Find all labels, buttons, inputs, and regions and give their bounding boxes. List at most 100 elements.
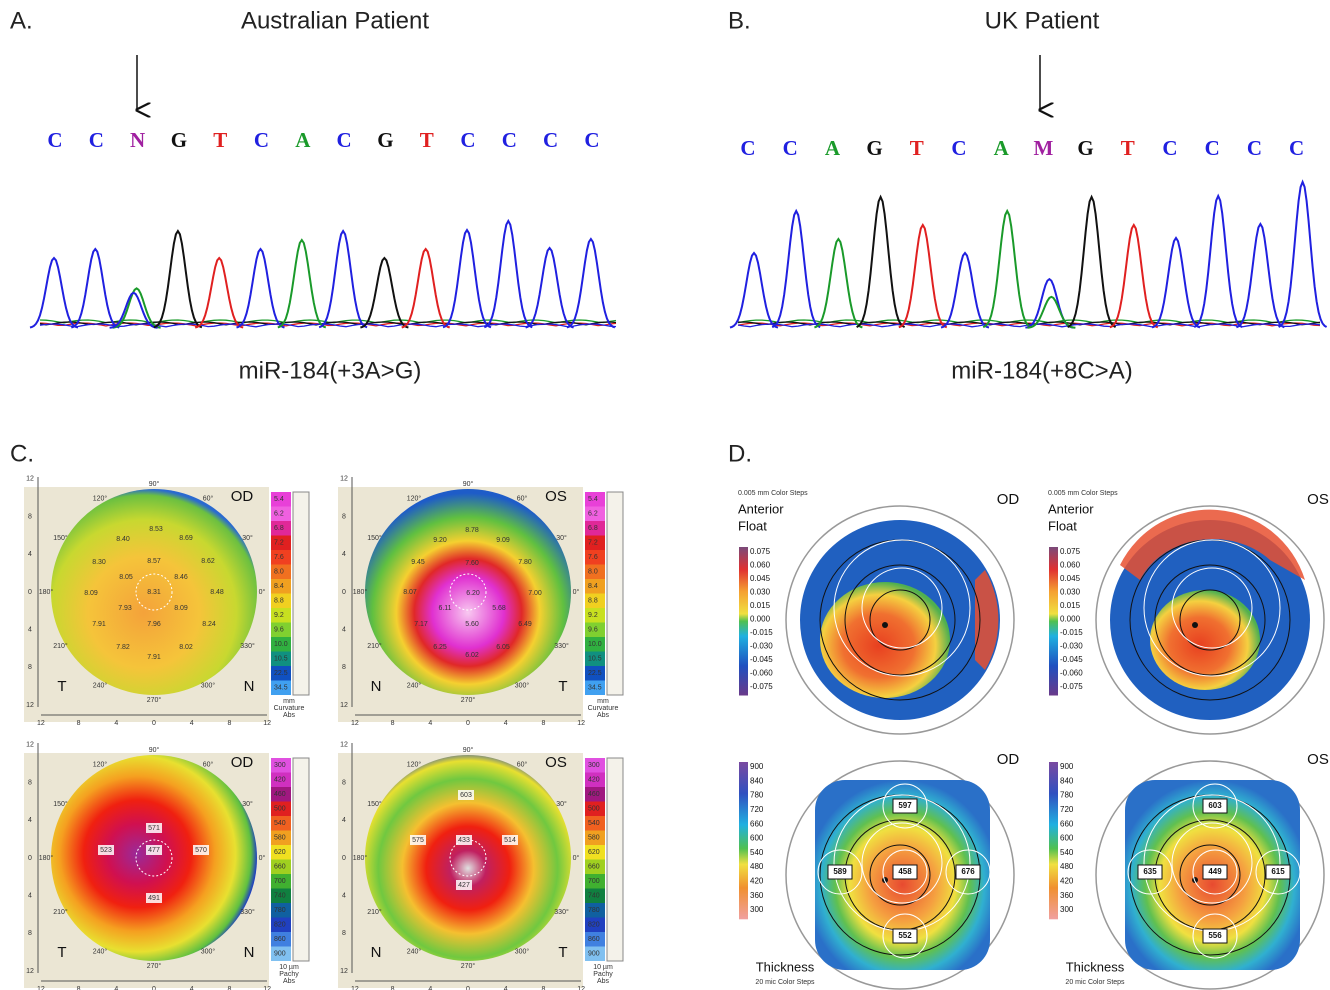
map-value: 603: [1208, 801, 1222, 810]
side-label: N: [371, 678, 382, 695]
scale-unit: Abs: [283, 712, 296, 719]
scale-label: 900: [750, 762, 764, 771]
scale-label: 420: [750, 877, 764, 886]
peak: [237, 249, 285, 328]
map-value: 7.91: [92, 621, 106, 628]
scale-label: 300: [750, 905, 764, 914]
map-value: 556: [1208, 931, 1222, 940]
map-value: 615: [1271, 867, 1285, 876]
map-value: 491: [148, 895, 160, 902]
base-call: A: [295, 128, 311, 152]
scale-label: 500: [588, 805, 600, 812]
degree-label: 60°: [517, 760, 528, 768]
map-value: 8.57: [147, 558, 161, 565]
scale-label: 0.045: [750, 574, 771, 583]
map-value: 9.09: [496, 537, 510, 544]
scale-unit: 10 µm: [279, 964, 299, 971]
degree-label: 210°: [367, 642, 382, 650]
scale-label: 460: [588, 791, 600, 798]
elevation-map: OD0.0750.0600.0450.0300.0150.000-0.015-0…: [738, 490, 1019, 734]
scale-unit: Pachy: [279, 971, 299, 978]
y-tick-label: 12: [26, 476, 34, 483]
scale-label: 0.030: [750, 588, 771, 597]
scale-label: 540: [750, 848, 764, 857]
topography-map: ODTN90°60°30°0°330°300°270°240°210°180°1…: [24, 476, 309, 727]
scale-label: 7.6: [588, 554, 598, 561]
degree-label: 270°: [461, 696, 476, 704]
map-value: 7.17: [414, 621, 428, 628]
map-title: Float: [738, 518, 767, 533]
scale-label: 9.6: [274, 626, 284, 633]
base-call: C: [1247, 136, 1262, 160]
peak: [814, 239, 862, 327]
scale-label: 480: [1060, 862, 1074, 871]
y-tick-label: 0: [342, 589, 346, 596]
y-tick-label: 8: [28, 664, 32, 671]
degree-label: 150°: [367, 534, 382, 542]
degree-label: 120°: [407, 760, 422, 768]
map-value: 8.40: [116, 536, 130, 543]
scale-label: -0.075: [750, 682, 773, 691]
base-call: C: [1162, 136, 1177, 160]
scale-label: 700: [588, 878, 600, 885]
y-tick-label: 8: [342, 779, 346, 786]
scale-unit: Abs: [283, 978, 296, 985]
elevation-map: OD900840780720660600540480420360300Thick…: [739, 751, 1019, 989]
x-tick-label: 4: [190, 986, 194, 990]
degree-label: 180°: [39, 854, 54, 862]
step-note: 0.005 mm Color Steps: [1048, 490, 1118, 497]
scale-label: 300: [1060, 905, 1074, 914]
scale-label: 34.5: [588, 684, 602, 691]
base-call: A: [994, 136, 1010, 160]
side-label: N: [244, 678, 255, 695]
y-tick-label: 12: [340, 742, 348, 749]
scale-label: 6.8: [588, 525, 598, 532]
map-title: Thickness: [756, 959, 815, 974]
panel-label: A.: [10, 7, 33, 34]
scale-label: 540: [1060, 848, 1074, 857]
map-value: 514: [504, 837, 516, 844]
y-tick-label: 4: [342, 627, 346, 634]
topography-map: ODTN90°60°30°0°330°300°270°240°210°180°1…: [24, 742, 309, 990]
scale-ruler: [607, 758, 623, 961]
scale-unit: Pachy: [593, 971, 613, 978]
scale-label: 8.8: [588, 597, 598, 604]
y-tick-label: 8: [342, 930, 346, 937]
degree-label: 30°: [556, 800, 567, 808]
peak: [1236, 224, 1284, 327]
elevation-map: OS0.0750.0600.0450.0300.0150.000-0.015-0…: [1048, 490, 1329, 734]
chromatogram: [30, 221, 616, 328]
eye-label: OD: [231, 488, 254, 505]
peak: [941, 253, 989, 328]
scale-label: 0.060: [1060, 561, 1081, 570]
x-tick-label: 12: [577, 986, 585, 990]
base-call: C: [89, 128, 104, 152]
map-value: 449: [1208, 867, 1222, 876]
apex-dot: [1192, 622, 1198, 628]
map-value: 8.69: [179, 535, 193, 542]
peak: [443, 230, 491, 327]
x-tick-label: 4: [190, 720, 194, 727]
base-call: T: [910, 136, 924, 160]
base-call: C: [502, 128, 517, 152]
degree-label: 30°: [242, 800, 253, 808]
base-call: C: [740, 136, 755, 160]
base-call: C: [47, 128, 62, 152]
x-tick-label: 12: [351, 720, 359, 727]
y-tick-label: 4: [28, 817, 32, 824]
y-tick-label: 4: [28, 551, 32, 558]
map-value: 570: [195, 847, 207, 854]
degree-label: 30°: [556, 534, 567, 542]
y-tick-label: 0: [28, 589, 32, 596]
degree-label: 0°: [573, 588, 580, 596]
scale-label: 300: [588, 762, 600, 769]
scale-label: 5.4: [274, 496, 284, 503]
map-value: 5.68: [492, 605, 506, 612]
peak: [484, 221, 532, 327]
x-tick-label: 8: [227, 720, 231, 727]
scale-label: 0.030: [1060, 588, 1081, 597]
scale-ruler: [293, 758, 309, 961]
map-value: 9.20: [433, 537, 447, 544]
scale-label: 740: [588, 892, 600, 899]
map-value: 8.05: [119, 574, 133, 581]
